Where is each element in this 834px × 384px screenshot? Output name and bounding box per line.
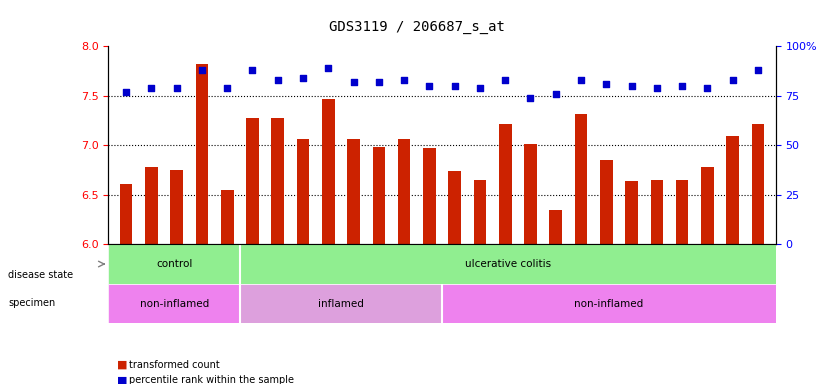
Text: disease state: disease state <box>8 270 73 280</box>
Point <box>625 83 638 89</box>
Bar <box>499 124 511 244</box>
Point <box>347 79 360 85</box>
Point <box>271 77 284 83</box>
Bar <box>442 284 776 323</box>
Bar <box>474 180 486 244</box>
Text: non-inflamed: non-inflamed <box>574 299 644 309</box>
Point <box>423 83 436 89</box>
Bar <box>373 147 385 244</box>
Point <box>726 77 739 83</box>
Point <box>575 77 588 83</box>
Bar <box>676 180 688 244</box>
Bar <box>524 144 537 244</box>
Point <box>398 77 411 83</box>
Text: GDS3119 / 206687_s_at: GDS3119 / 206687_s_at <box>329 20 505 34</box>
Point <box>549 91 562 97</box>
Bar <box>240 244 776 284</box>
Point <box>651 84 664 91</box>
Text: non-inflamed: non-inflamed <box>139 299 208 309</box>
Point <box>676 83 689 89</box>
Bar <box>271 118 284 244</box>
Point <box>499 77 512 83</box>
Text: ■: ■ <box>117 375 128 384</box>
Bar <box>221 190 234 244</box>
Point <box>322 65 335 71</box>
Point <box>170 84 183 91</box>
Point <box>524 94 537 101</box>
Point <box>701 84 714 91</box>
Text: control: control <box>156 259 193 269</box>
Bar <box>196 64 208 244</box>
Text: ulcerative colitis: ulcerative colitis <box>465 259 550 269</box>
Text: ■: ■ <box>117 360 128 370</box>
Point <box>246 67 259 73</box>
Bar <box>145 167 158 244</box>
Point <box>600 81 613 87</box>
Bar <box>701 167 714 244</box>
Bar <box>240 284 442 323</box>
Point <box>220 84 234 91</box>
Bar <box>726 136 739 244</box>
Point <box>372 79 385 85</box>
Text: percentile rank within the sample: percentile rank within the sample <box>129 375 294 384</box>
Bar <box>108 244 240 284</box>
Bar <box>347 139 360 244</box>
Bar <box>170 170 183 244</box>
Point <box>448 83 461 89</box>
Bar <box>398 139 410 244</box>
Bar <box>575 114 587 244</box>
Bar <box>297 139 309 244</box>
Bar <box>626 181 638 244</box>
Text: specimen: specimen <box>8 298 56 308</box>
Text: inflamed: inflamed <box>318 299 364 309</box>
Bar <box>120 184 133 244</box>
Bar <box>423 148 435 244</box>
Point <box>145 84 158 91</box>
Point <box>473 84 486 91</box>
Point <box>119 89 133 95</box>
Point <box>296 75 309 81</box>
Point <box>751 67 765 73</box>
Bar <box>550 210 562 244</box>
Bar <box>108 284 240 323</box>
Bar <box>600 160 613 244</box>
Bar <box>651 180 663 244</box>
Bar <box>322 99 334 244</box>
Bar <box>246 118 259 244</box>
Bar <box>449 171 461 244</box>
Point <box>195 67 208 73</box>
Text: transformed count: transformed count <box>129 360 220 370</box>
Bar <box>751 124 764 244</box>
